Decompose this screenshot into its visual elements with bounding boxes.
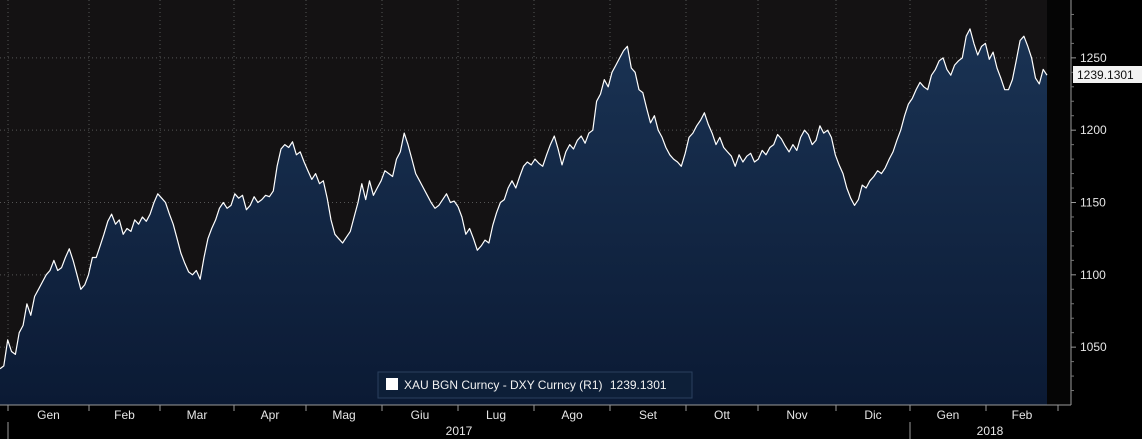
x-tick-label: Gen xyxy=(37,408,60,422)
last-value-marker: 1239.1301 xyxy=(1073,66,1142,83)
y-tick-label: 1050 xyxy=(1080,340,1107,354)
y-tick-label: 1100 xyxy=(1080,268,1106,282)
x-tick-label: Nov xyxy=(786,408,807,422)
last-value-box xyxy=(1073,66,1142,83)
y-axis: 1050 1100 1150 1200 1250 xyxy=(1070,0,1107,405)
y-tick-label: 1250 xyxy=(1080,51,1107,65)
y-tick-label: 1150 xyxy=(1080,196,1106,210)
year-label: 2017 xyxy=(446,424,473,438)
x-tick-label: Apr xyxy=(261,408,280,422)
legend-series-value: 1239.1301 xyxy=(610,378,667,392)
x-axis: Gen Feb Mar Apr Mag Giu Lug Ago Set Ott Nov Dic Gen F… xyxy=(0,404,1071,439)
x-tick-label: Lug xyxy=(486,408,506,422)
x-tick-label: Dic xyxy=(864,408,881,422)
x-tick-label: Feb xyxy=(1012,408,1033,422)
x-tick-label: Feb xyxy=(114,408,135,422)
x-tick-label: Mar xyxy=(187,408,208,422)
x-tick-label: Giu xyxy=(411,408,430,422)
legend: XAU BGN Curncy - DXY Curncy (R1) 1239.13… xyxy=(377,371,693,399)
current-period-band xyxy=(1047,0,1071,405)
x-tick-label: Gen xyxy=(937,408,960,422)
x-tick-label: Ago xyxy=(561,408,583,422)
x-tick-label: Set xyxy=(639,408,658,422)
year-label: 2018 xyxy=(977,424,1004,438)
legend-swatch xyxy=(386,378,398,390)
series-area xyxy=(0,28,1047,406)
x-tick-label: Mag xyxy=(332,408,355,422)
legend-series-name: XAU BGN Curncy - DXY Curncy (R1) xyxy=(404,378,603,392)
last-value-label: 1239.1301 xyxy=(1077,68,1134,82)
y-tick-label: 1200 xyxy=(1080,123,1107,137)
x-tick-label: Ott xyxy=(714,408,731,422)
legend-box xyxy=(377,371,693,399)
legend-label: XAU BGN Curncy - DXY Curncy (R1) 1239.13… xyxy=(404,378,667,392)
series-line xyxy=(0,28,1048,370)
